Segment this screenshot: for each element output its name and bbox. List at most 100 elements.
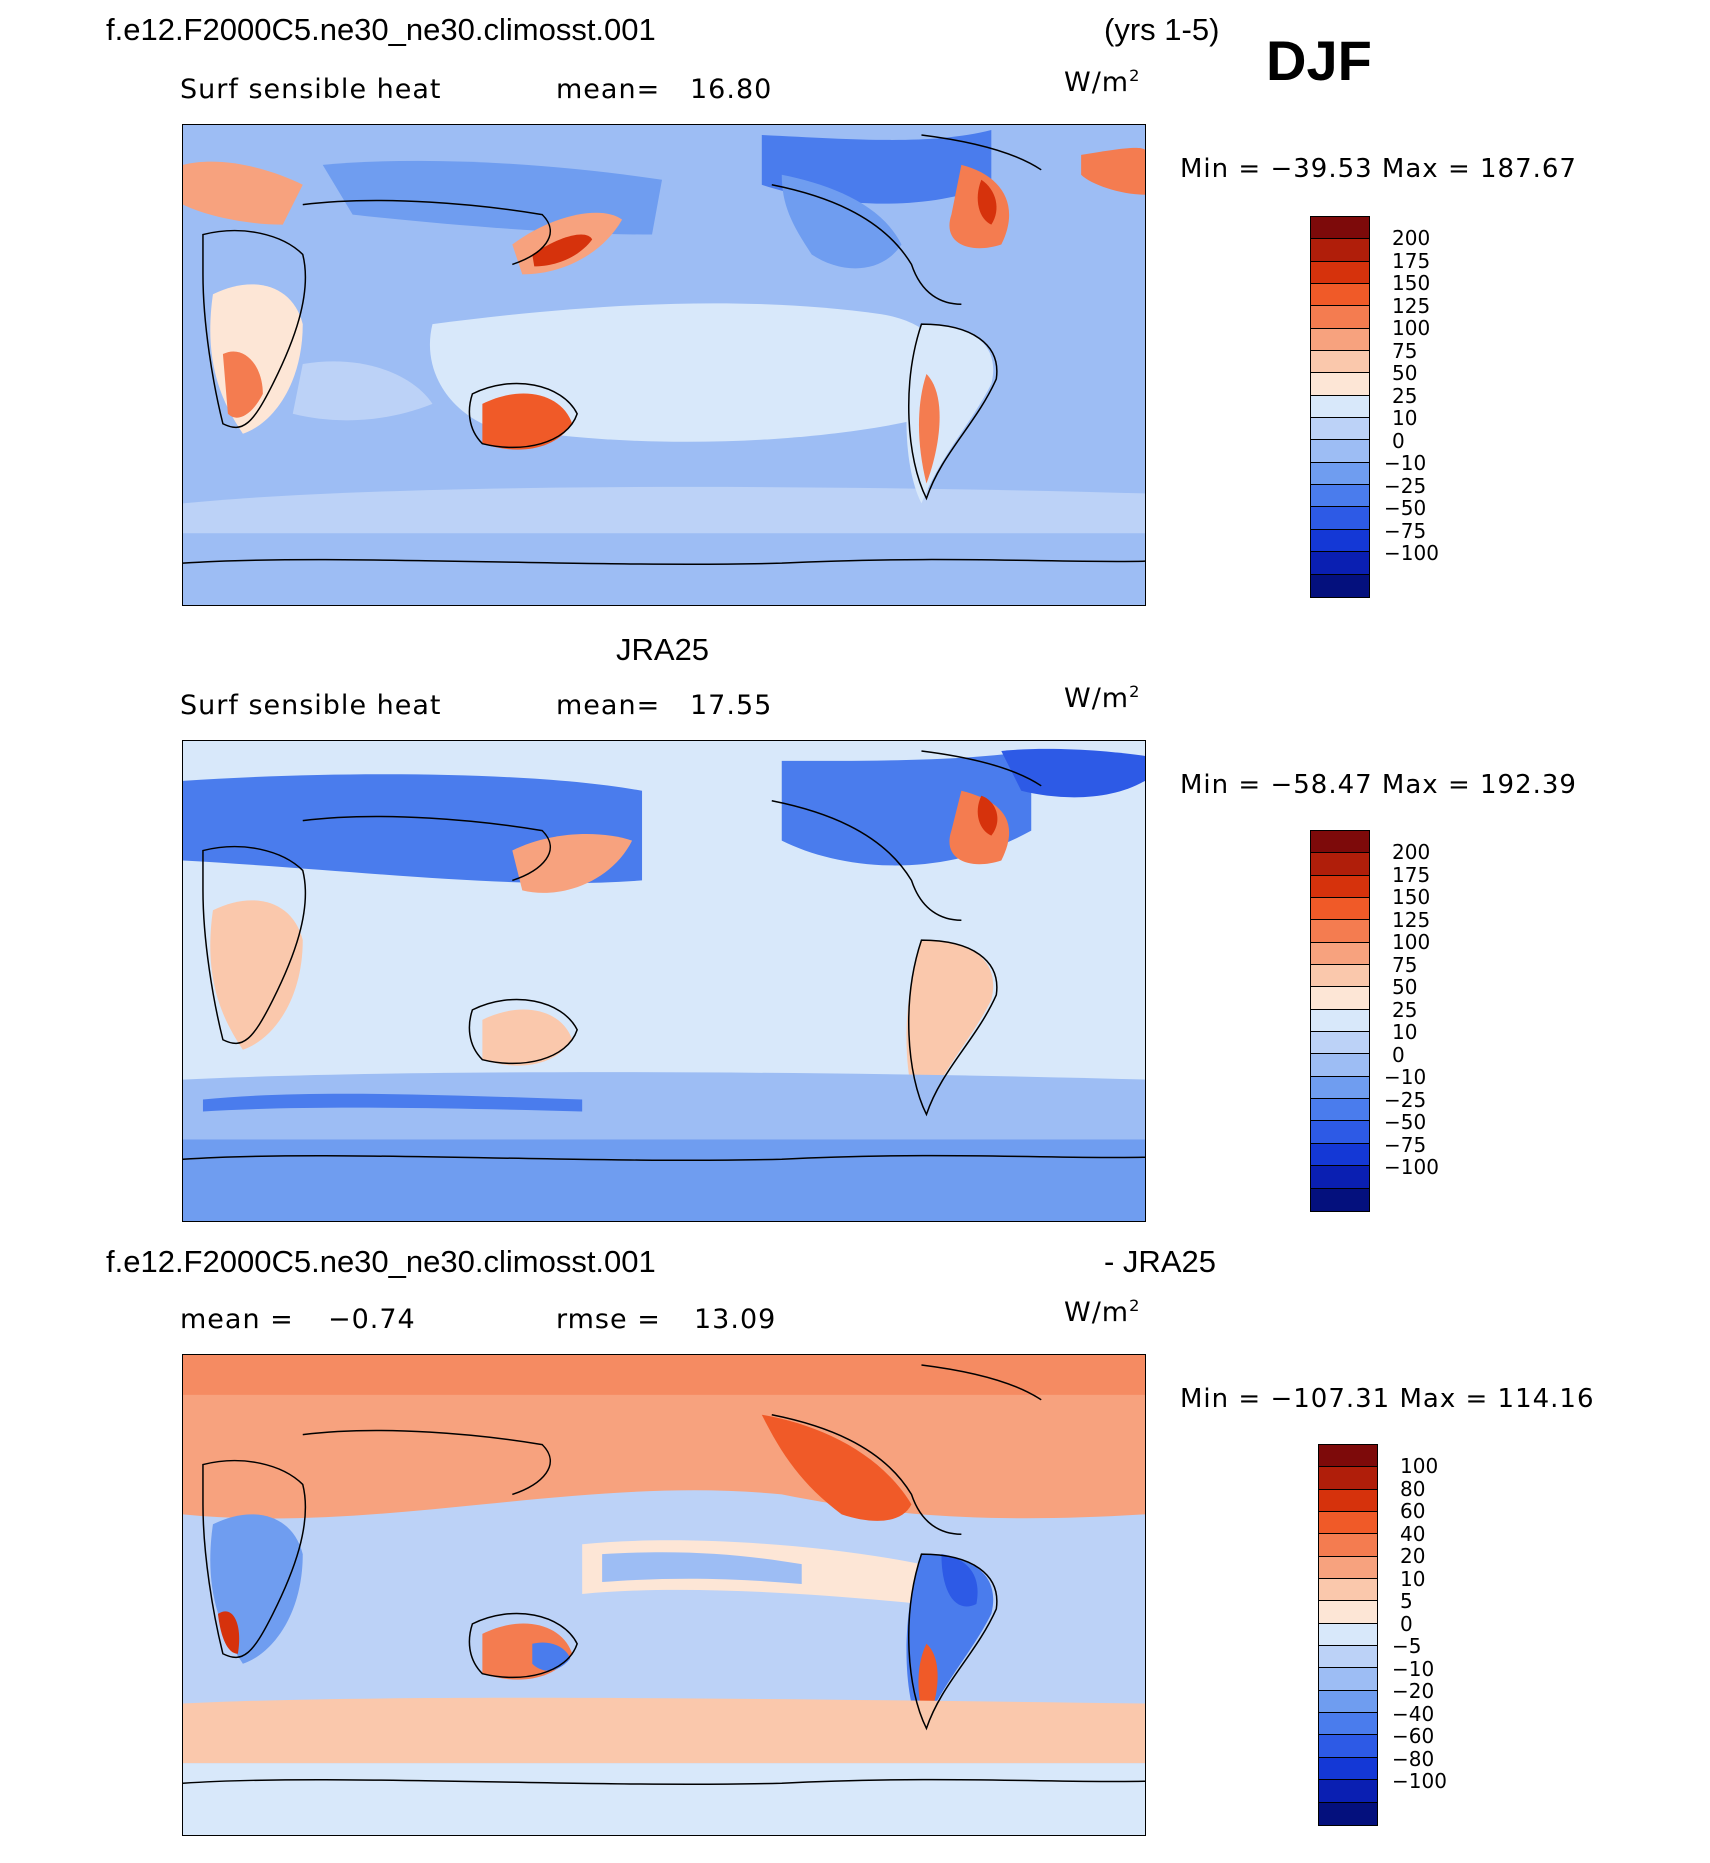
colorbar-tick-label: −25 <box>1384 473 1427 498</box>
colorbar-tick-label: −60 <box>1392 1724 1435 1749</box>
colorbar-cell <box>1319 1579 1377 1602</box>
units-label: W/m2 <box>1064 1296 1141 1328</box>
colorbar-tick-label: −75 <box>1384 1132 1427 1157</box>
colorbar-tick-label: −10 <box>1384 1065 1427 1090</box>
colorbar-cell <box>1311 853 1369 876</box>
diff-title-left: f.e12.F2000C5.ne30_ne30.climosst.001 <box>106 1244 656 1279</box>
colorbar-tick-label: −10 <box>1392 1656 1435 1681</box>
colorbar-cell <box>1319 1668 1377 1691</box>
colorbar-tick-label: 80 <box>1400 1476 1426 1501</box>
rmse-label: rmse = <box>556 1304 661 1335</box>
colorbar-tick-label: 0 <box>1400 1611 1413 1636</box>
variable-label: Surf sensible heat <box>180 690 442 721</box>
colorbar-cell <box>1319 1802 1377 1825</box>
colorbar-tick-label: 10 <box>1392 1020 1418 1045</box>
colorbar-cell <box>1311 1009 1369 1033</box>
colorbar-cell <box>1311 395 1369 419</box>
colorbar-cell <box>1319 1735 1377 1758</box>
colorbar-cell <box>1311 217 1369 240</box>
colorbar-cell <box>1319 1467 1377 1490</box>
colorbar-cell <box>1319 1601 1377 1624</box>
colorbar-cell <box>1311 261 1369 285</box>
colorbar-tick-label: 60 <box>1400 1499 1426 1524</box>
colorbar-tick-label: −100 <box>1392 1769 1447 1794</box>
colorbar-cell <box>1311 507 1369 530</box>
min-max-label: Min = −58.47 Max = 192.39 <box>1180 770 1577 800</box>
colorbar-tick-label: −75 <box>1384 518 1427 543</box>
colorbar-tick-label: 75 <box>1392 338 1418 363</box>
colorbar-cell <box>1319 1489 1377 1513</box>
colorbar-cell <box>1311 462 1369 486</box>
colorbar-cell <box>1319 1512 1377 1535</box>
colorbar-cell <box>1311 373 1369 396</box>
map-diff <box>182 1354 1146 1836</box>
colorbar-tick-label: 0 <box>1392 1042 1405 1067</box>
colorbar-cell <box>1319 1713 1377 1736</box>
mean-value: 16.80 <box>690 74 773 105</box>
colorbar-tick-label: 100 <box>1400 1454 1439 1479</box>
colorbar-cell <box>1319 1556 1377 1580</box>
mean-value: −0.74 <box>328 1304 416 1335</box>
colorbar-model <box>1310 216 1370 598</box>
colorbar-tick-label: −25 <box>1384 1087 1427 1112</box>
colorbar-cell <box>1311 1032 1369 1055</box>
colorbar-tick-label: 40 <box>1400 1521 1426 1546</box>
colorbar-tick-label: 125 <box>1392 293 1431 318</box>
mean-value: 17.55 <box>690 690 773 721</box>
colorbar-cell <box>1311 1143 1369 1167</box>
colorbar-tick-label: 0 <box>1392 428 1405 453</box>
colorbar-cell <box>1311 1099 1369 1122</box>
min-max-label: Min = −107.31 Max = 114.16 <box>1180 1384 1595 1414</box>
colorbar-cell <box>1311 485 1369 508</box>
units-label: W/m2 <box>1064 682 1141 714</box>
variable-label: Surf sensible heat <box>180 74 442 105</box>
colorbar-diff <box>1318 1444 1378 1826</box>
colorbar-tick-label: 50 <box>1392 361 1418 386</box>
colorbar-tick-label: 100 <box>1392 316 1431 341</box>
colorbar-cell <box>1319 1690 1377 1714</box>
colorbar-tick-label: −10 <box>1384 451 1427 476</box>
colorbar-cell <box>1311 529 1369 553</box>
colorbar-tick-label: 75 <box>1392 952 1418 977</box>
colorbar-cell <box>1319 1534 1377 1557</box>
colorbar-cell <box>1311 987 1369 1010</box>
colorbar-cell <box>1319 1757 1377 1781</box>
case-title: f.e12.F2000C5.ne30_ne30.climosst.001 <box>106 12 656 47</box>
colorbar-tick-label: 10 <box>1392 406 1418 431</box>
colorbar-cell <box>1311 284 1369 307</box>
colorbar-cell <box>1319 1780 1377 1803</box>
colorbar-tick-label: 10 <box>1400 1566 1426 1591</box>
colorbar-tick-label: 5 <box>1400 1589 1413 1614</box>
colorbar-cell <box>1311 351 1369 374</box>
obs-title: JRA25 <box>616 632 710 667</box>
colorbar-tick-label: −80 <box>1392 1746 1435 1771</box>
units-label: W/m2 <box>1064 66 1141 98</box>
colorbar-tick-label: −100 <box>1384 541 1439 566</box>
mean-label: mean= <box>556 74 661 105</box>
colorbar-tick-label: 175 <box>1392 248 1431 273</box>
colorbar-obs <box>1310 830 1370 1212</box>
colorbar-cell <box>1311 965 1369 988</box>
rmse-value: 13.09 <box>694 1304 777 1335</box>
colorbar-tick-label: −100 <box>1384 1155 1439 1180</box>
mean-label: mean = <box>180 1304 294 1335</box>
colorbar-tick-label: 150 <box>1392 271 1431 296</box>
colorbar-tick-label: 20 <box>1400 1544 1426 1569</box>
years-label: (yrs 1-5) <box>1104 12 1220 47</box>
colorbar-cell <box>1311 942 1369 966</box>
colorbar-cell <box>1311 239 1369 262</box>
colorbar-tick-label: −50 <box>1384 496 1427 521</box>
colorbar-cell <box>1311 440 1369 463</box>
map-obs <box>182 740 1146 1222</box>
colorbar-cell <box>1311 831 1369 854</box>
colorbar-tick-label: 25 <box>1392 997 1418 1022</box>
colorbar-cell <box>1319 1445 1377 1468</box>
colorbar-tick-label: −20 <box>1392 1679 1435 1704</box>
colorbar-cell <box>1311 306 1369 329</box>
colorbar-tick-label: 125 <box>1392 907 1431 932</box>
colorbar-cell <box>1311 1188 1369 1211</box>
colorbar-cell <box>1311 574 1369 597</box>
colorbar-tick-label: 175 <box>1392 862 1431 887</box>
min-max-label: Min = −39.53 Max = 187.67 <box>1180 154 1577 184</box>
colorbar-cell <box>1319 1623 1377 1647</box>
